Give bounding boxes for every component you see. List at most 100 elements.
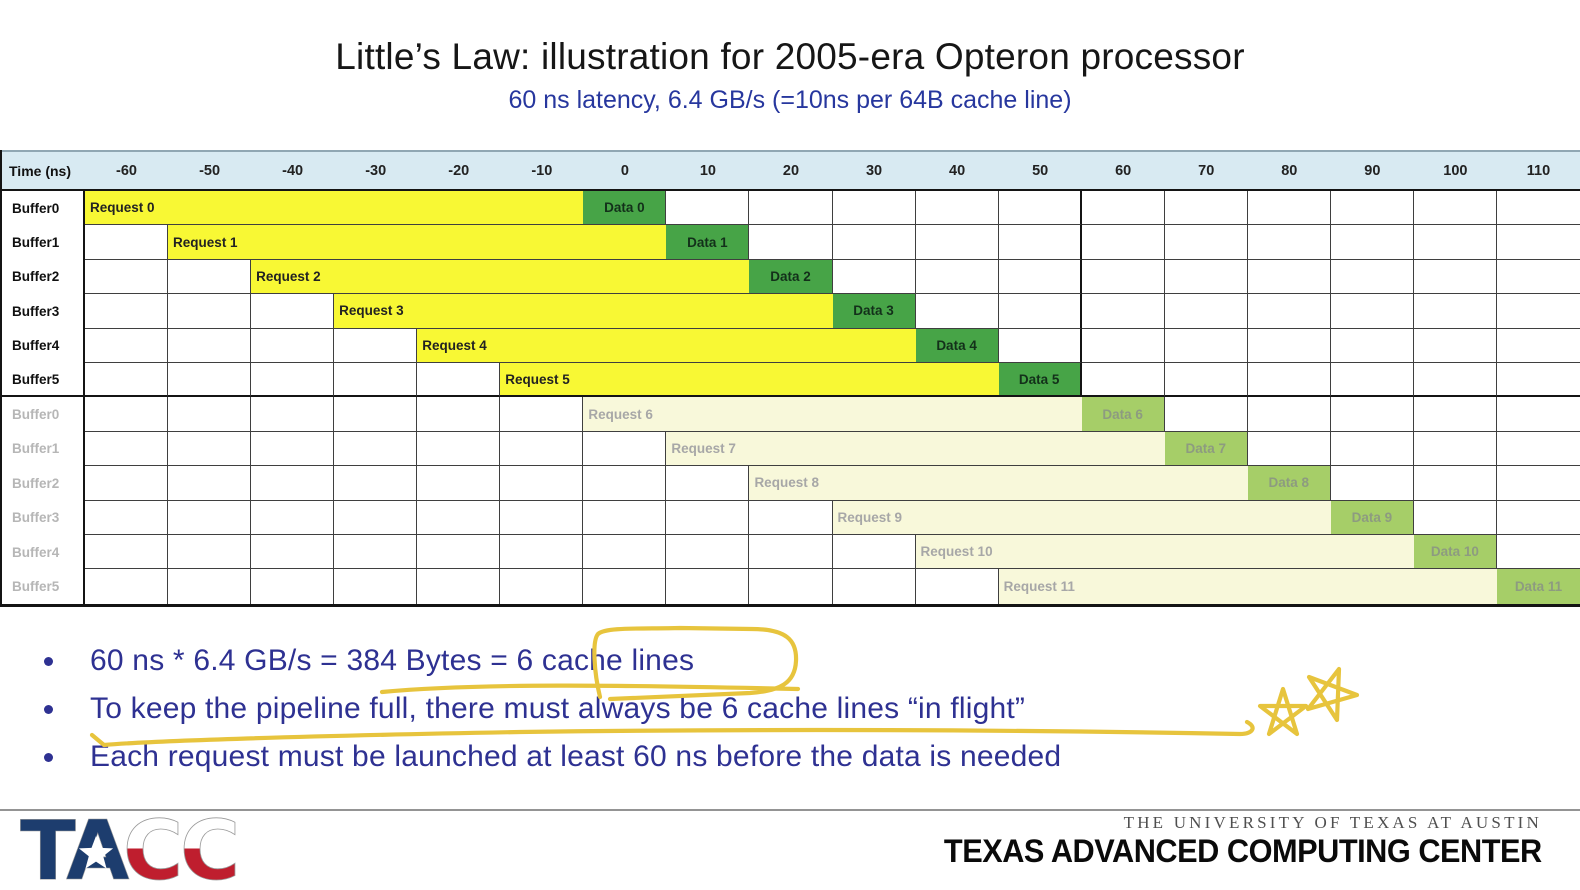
data-cell: Data 3 xyxy=(832,294,916,329)
data-cell: Data 11 xyxy=(1496,569,1580,604)
slide-subtitle: 60 ns latency, 6.4 GB/s (=10ns per 64B c… xyxy=(508,86,1072,114)
empty-cell xyxy=(1413,191,1497,226)
empty-cell xyxy=(583,534,667,570)
empty-cell xyxy=(666,534,750,570)
tacc-logo: T A C C xyxy=(20,813,240,885)
empty-cell xyxy=(1413,328,1497,363)
timeline-row: Buffer5 Request 11 Data 11 xyxy=(2,569,1580,604)
empty-cell xyxy=(1413,431,1497,467)
empty-cell xyxy=(417,534,501,570)
empty-cell xyxy=(168,500,252,535)
empty-cell xyxy=(1247,294,1331,329)
empty-cell xyxy=(1164,225,1248,260)
empty-cell xyxy=(417,500,501,535)
empty-cell xyxy=(85,534,169,570)
timeline-row: Buffer0 Request 0 Data 0 xyxy=(2,191,1580,226)
tick-label: -60 xyxy=(116,162,137,179)
timeline-row: Buffer4 Request 10 Data 10 xyxy=(2,534,1580,570)
empty-cell xyxy=(1496,225,1580,260)
empty-cell xyxy=(915,225,999,260)
buffer-label: Buffer2 xyxy=(2,259,85,295)
data-cell: Data 10 xyxy=(1413,534,1497,570)
empty-cell xyxy=(583,500,667,535)
empty-cell xyxy=(1247,431,1331,467)
empty-cell xyxy=(583,431,667,467)
university-name: THE UNIVERSITY OF TEXAS AT AUSTIN xyxy=(1123,813,1542,832)
empty-cell xyxy=(1164,294,1248,329)
empty-cell xyxy=(915,569,999,604)
bullet-text: 60 ns * 6.4 GB/s = 384 Bytes = 6 cache l… xyxy=(90,644,695,677)
timeline-table: Time (ns) -60 -50 -40 -30 -20 -10 0 10 20 30 40 50 6… xyxy=(0,150,1580,607)
empty-cell xyxy=(85,225,169,260)
buffer-label: Buffer0 xyxy=(2,191,85,226)
center-name: TEXAS ADVANCED COMPUTING CENTER xyxy=(944,833,1542,869)
empty-cell xyxy=(998,225,1082,260)
buffer-label: Buffer5 xyxy=(2,362,85,398)
empty-cell xyxy=(500,431,584,467)
data-cell: Data 0 xyxy=(583,191,667,226)
empty-cell xyxy=(85,362,169,398)
tick-label: -40 xyxy=(282,162,304,179)
empty-cell xyxy=(85,500,169,535)
empty-cell xyxy=(666,191,750,226)
empty-cell xyxy=(251,569,335,604)
bullet-text: Each request must be launched at least 6… xyxy=(90,740,1062,773)
tick-label: 10 xyxy=(699,162,716,179)
empty-cell xyxy=(1413,397,1497,432)
empty-cell xyxy=(1164,259,1248,295)
timeline-row: Buffer2 Request 8 Data 8 xyxy=(2,466,1580,501)
empty-cell xyxy=(1330,225,1414,260)
bullet-item: 60 ns * 6.4 GB/s = 384 Bytes = 6 cache l… xyxy=(0,637,1580,685)
empty-cell xyxy=(334,569,418,604)
empty-cell xyxy=(251,534,335,570)
empty-cell xyxy=(1496,397,1580,432)
data-cell: Data 5 xyxy=(998,362,1082,398)
empty-cell xyxy=(168,466,252,501)
empty-cell xyxy=(1081,259,1165,295)
logo-star-icon xyxy=(78,836,114,869)
empty-cell xyxy=(1496,500,1580,535)
buffer-label: Buffer1 xyxy=(2,431,85,467)
empty-cell xyxy=(1496,328,1580,363)
timeline-body: Buffer0 Request 0 Data 0 Buffer1 Request 1 Da… xyxy=(2,191,1580,604)
empty-cell xyxy=(334,431,418,467)
empty-cell xyxy=(500,500,584,535)
request-bar: Request 1 xyxy=(168,225,667,260)
tick-label: -30 xyxy=(365,162,387,179)
logo-letter-c: C xyxy=(123,813,183,885)
request-bar: Request 7 xyxy=(666,431,1165,467)
tick-label: 20 xyxy=(782,162,800,179)
request-bar: Request 3 xyxy=(334,294,833,329)
empty-cell xyxy=(583,569,667,604)
empty-cell xyxy=(85,431,169,467)
empty-cell xyxy=(666,500,750,535)
empty-cell xyxy=(1330,294,1414,329)
empty-cell xyxy=(1496,259,1580,295)
footer-divider xyxy=(0,809,1580,811)
buffer-label: Buffer0 xyxy=(2,397,85,432)
tick-label: 80 xyxy=(1281,162,1298,179)
empty-cell xyxy=(1496,466,1580,501)
empty-cell xyxy=(998,191,1082,226)
empty-cell xyxy=(832,534,916,570)
empty-cell xyxy=(251,294,335,329)
tick-label: -20 xyxy=(448,162,470,179)
empty-cell xyxy=(334,534,418,570)
empty-cell xyxy=(915,191,999,226)
empty-cell xyxy=(749,500,833,535)
empty-cell xyxy=(1330,466,1414,501)
empty-cell xyxy=(1330,328,1414,363)
empty-cell xyxy=(998,259,1082,295)
buffer-label: Buffer5 xyxy=(2,569,85,604)
empty-cell xyxy=(85,328,169,363)
bullet-dot-icon xyxy=(44,752,53,762)
empty-cell xyxy=(915,294,999,329)
empty-cell xyxy=(334,328,418,363)
bullet-text: To keep the pipeline full, there must al… xyxy=(90,692,1026,725)
empty-cell xyxy=(1496,431,1580,467)
empty-cell xyxy=(168,362,252,398)
timeline-row: Buffer0 Request 6 Data 6 xyxy=(2,397,1580,432)
data-cell: Data 2 xyxy=(749,259,833,295)
empty-cell xyxy=(1496,534,1580,570)
bullet-dot-icon xyxy=(44,656,53,666)
